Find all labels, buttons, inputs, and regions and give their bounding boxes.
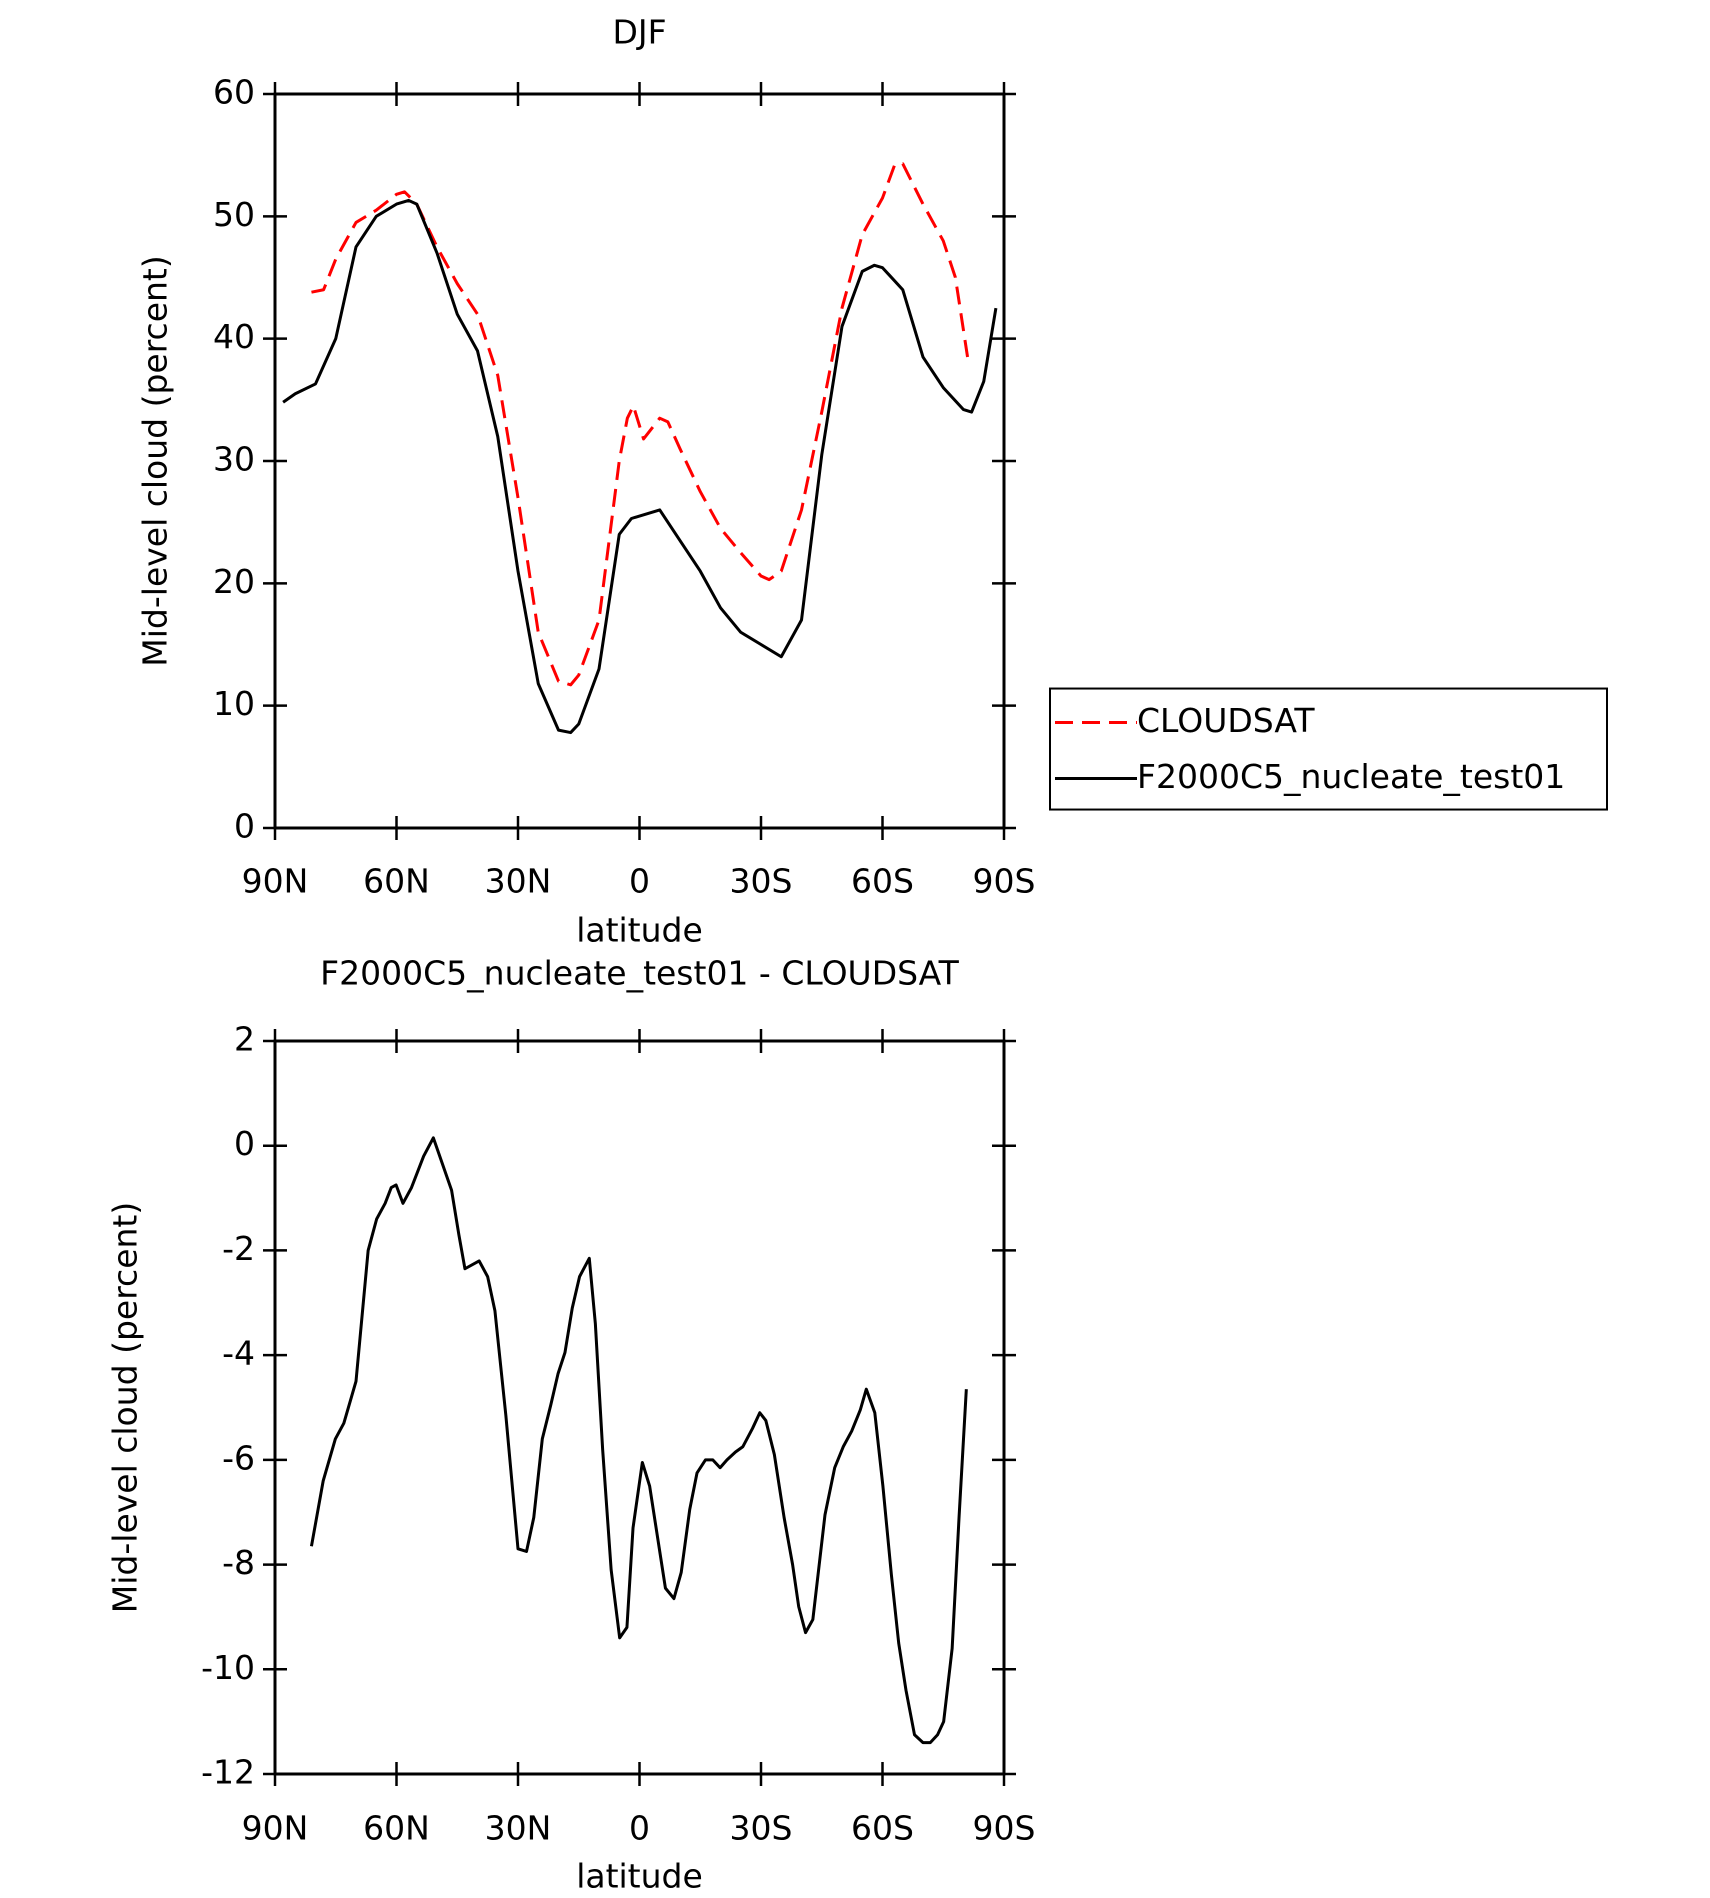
- x-tick-label: 60S: [851, 862, 914, 901]
- plot-frame: [273, 1039, 1006, 1776]
- y-tick-label: 40: [213, 317, 255, 356]
- chart-title: F2000C5_nucleate_test01 - CLOUDSAT: [320, 954, 960, 993]
- y-tick-label: -6: [222, 1438, 255, 1477]
- data-line: [282, 198, 998, 735]
- x-tick-label: 90S: [973, 1809, 1036, 1848]
- data-line: [309, 1136, 968, 1745]
- data-line: [311, 162, 970, 687]
- legend-label: CLOUDSAT: [1137, 701, 1315, 740]
- y-tick-label: 0: [234, 1124, 255, 1163]
- chart-title: DJF: [612, 13, 666, 52]
- x-axis-label: latitude: [576, 911, 703, 950]
- legend-label: F2000C5_nucleate_test01: [1137, 757, 1565, 796]
- x-tick-label: 30S: [730, 1809, 793, 1848]
- y-tick-label: 60: [213, 73, 255, 112]
- x-tick-label: 90S: [973, 862, 1036, 901]
- y-axis-label: Mid-level cloud (percent): [106, 1202, 145, 1613]
- y-axis-label: Mid-level cloud (percent): [136, 255, 175, 666]
- x-tick-label: 30S: [730, 862, 793, 901]
- x-tick-label: 60N: [363, 1809, 430, 1848]
- y-tick-label: -2: [222, 1229, 255, 1268]
- y-tick-label: -4: [222, 1334, 255, 1373]
- x-tick-label: 60N: [363, 862, 430, 901]
- y-tick-label: 30: [213, 440, 255, 479]
- y-tick-label: -12: [201, 1753, 255, 1792]
- y-tick-label: 0: [234, 807, 255, 846]
- legend-box: [1049, 687, 1608, 811]
- x-tick-label: 60S: [851, 1809, 914, 1848]
- y-tick-label: 50: [213, 195, 255, 234]
- y-tick-label: 2: [234, 1020, 255, 1059]
- x-axis-label: latitude: [576, 1857, 703, 1895]
- x-tick-label: 90N: [242, 1809, 309, 1848]
- x-tick-label: 30N: [485, 862, 552, 901]
- x-tick-label: 0: [629, 862, 650, 901]
- y-tick-label: 10: [213, 684, 255, 723]
- y-tick-label: -10: [201, 1648, 255, 1687]
- x-tick-label: 0: [629, 1809, 650, 1848]
- y-tick-label: -8: [222, 1543, 255, 1582]
- y-tick-label: 20: [213, 562, 255, 601]
- x-tick-label: 90N: [242, 862, 309, 901]
- x-tick-label: 30N: [485, 1809, 552, 1848]
